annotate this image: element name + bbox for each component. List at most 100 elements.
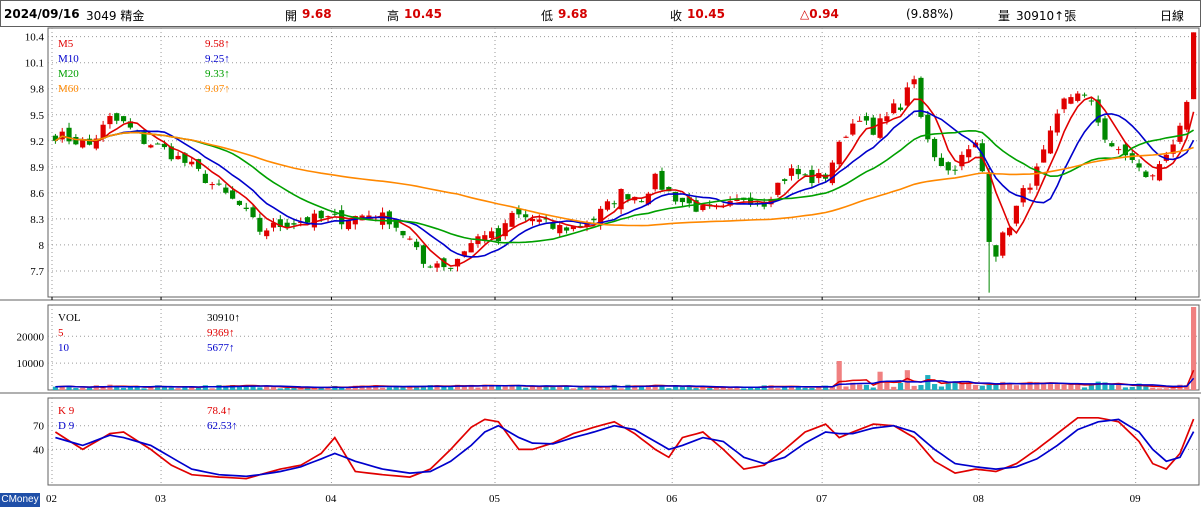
- candle-body: [1006, 227, 1013, 236]
- volume-bar: [1075, 383, 1081, 390]
- volume-bar: [1000, 381, 1006, 390]
- candle-body: [1034, 166, 1040, 186]
- volume-bar: [1129, 386, 1135, 390]
- open-label: 開: [285, 9, 298, 23]
- volume-bar: [345, 387, 352, 390]
- volume-bar: [1061, 384, 1067, 390]
- volume-bar: [945, 383, 951, 390]
- ma-legend-name: M20: [58, 68, 79, 80]
- volume-bar: [918, 385, 924, 390]
- candle-body: [850, 123, 856, 135]
- volume-bar: [482, 384, 488, 390]
- candle-body: [584, 223, 590, 227]
- ma60-line: [54, 131, 1194, 227]
- volume-bar: [516, 385, 522, 390]
- month-label: 09: [1130, 493, 1142, 505]
- volume-bar: [1136, 383, 1142, 390]
- candle-body: [1095, 99, 1101, 123]
- change-percent: (9.88%): [906, 7, 954, 21]
- volume-bar: [884, 381, 890, 390]
- volume-bar: [1068, 384, 1074, 390]
- volume-bar: [932, 384, 938, 390]
- volume-bar: [925, 375, 931, 390]
- volume-bar: [189, 386, 195, 390]
- ma10-line: [54, 109, 1195, 258]
- candle-body: [120, 116, 127, 122]
- volume-bar: [632, 385, 638, 390]
- candle-body: [782, 179, 788, 181]
- candle-body: [1068, 97, 1074, 104]
- month-label: 02: [46, 493, 57, 505]
- volume-bar: [1027, 381, 1033, 390]
- month-label: 06: [666, 493, 678, 505]
- kd-legend-value: 62.53↑: [207, 420, 237, 432]
- volume-bar: [707, 388, 713, 390]
- candle-body: [257, 217, 263, 232]
- volume-bar: [618, 388, 624, 390]
- candle-body: [768, 198, 774, 205]
- candle-body: [216, 183, 222, 185]
- candle-body: [189, 161, 195, 165]
- volume-bar: [857, 384, 863, 390]
- candle-body: [73, 136, 79, 145]
- month-label: 08: [973, 493, 985, 505]
- candle-body: [114, 113, 120, 121]
- volume-bar: [693, 388, 699, 390]
- candle-body: [666, 187, 672, 192]
- candle-body: [911, 79, 917, 85]
- candle-body: [468, 243, 474, 253]
- volume-bar: [250, 385, 256, 390]
- volume-bar: [986, 384, 992, 390]
- candle-body: [904, 87, 910, 106]
- candle-body: [1177, 125, 1183, 142]
- volume-bar: [291, 388, 297, 390]
- volume-bar: [420, 386, 427, 390]
- volume-bar: [73, 388, 79, 390]
- kd-legend-name: K 9: [58, 405, 75, 417]
- candle-body: [1170, 144, 1176, 154]
- candle-body: [52, 135, 58, 141]
- candle-body: [877, 118, 883, 138]
- volume-bar: [904, 370, 910, 390]
- volume-bar: [379, 387, 386, 390]
- volume-bar: [768, 385, 774, 390]
- volume-bar: [216, 384, 222, 390]
- volume-bar: [311, 387, 317, 390]
- candle-body: [230, 190, 236, 199]
- volume-bar: [100, 387, 106, 390]
- candle-body: [509, 212, 515, 227]
- volume-bar: [318, 387, 324, 390]
- candle-body: [788, 168, 795, 176]
- volume-bar: [543, 385, 549, 390]
- volume-bar: [448, 387, 454, 390]
- volume-bar: [1006, 383, 1013, 390]
- volume-bar: [1102, 382, 1108, 390]
- candle-body: [66, 127, 72, 142]
- candle-body: [938, 157, 945, 167]
- candle-body: [400, 230, 406, 236]
- volume-bar: [230, 385, 236, 390]
- candle-body: [1041, 149, 1047, 163]
- candle-body: [1054, 113, 1060, 133]
- candle-body: [516, 208, 522, 215]
- candle-body: [945, 162, 951, 171]
- candle-body: [100, 124, 106, 139]
- volume-bar: [502, 386, 508, 390]
- candle-body: [1027, 187, 1033, 190]
- candle-body: [577, 225, 583, 227]
- month-label: 07: [816, 493, 828, 505]
- volume-bar: [195, 387, 202, 390]
- volume-bar: [1095, 381, 1101, 390]
- candle-body: [986, 172, 992, 242]
- volume-bar: [700, 386, 706, 390]
- volume-bar: [141, 388, 147, 390]
- candle-body: [107, 116, 113, 125]
- volume-bar: [80, 387, 86, 390]
- candle-body: [182, 153, 188, 163]
- candle-body: [250, 207, 256, 218]
- ma-legend-value: 9.58↑: [205, 38, 230, 50]
- quote-header: 2024/09/16 3049 精金 開 9.68 高 10.45 低 9.68…: [0, 0, 1201, 26]
- candle-body: [80, 140, 86, 148]
- candle-body: [393, 219, 399, 228]
